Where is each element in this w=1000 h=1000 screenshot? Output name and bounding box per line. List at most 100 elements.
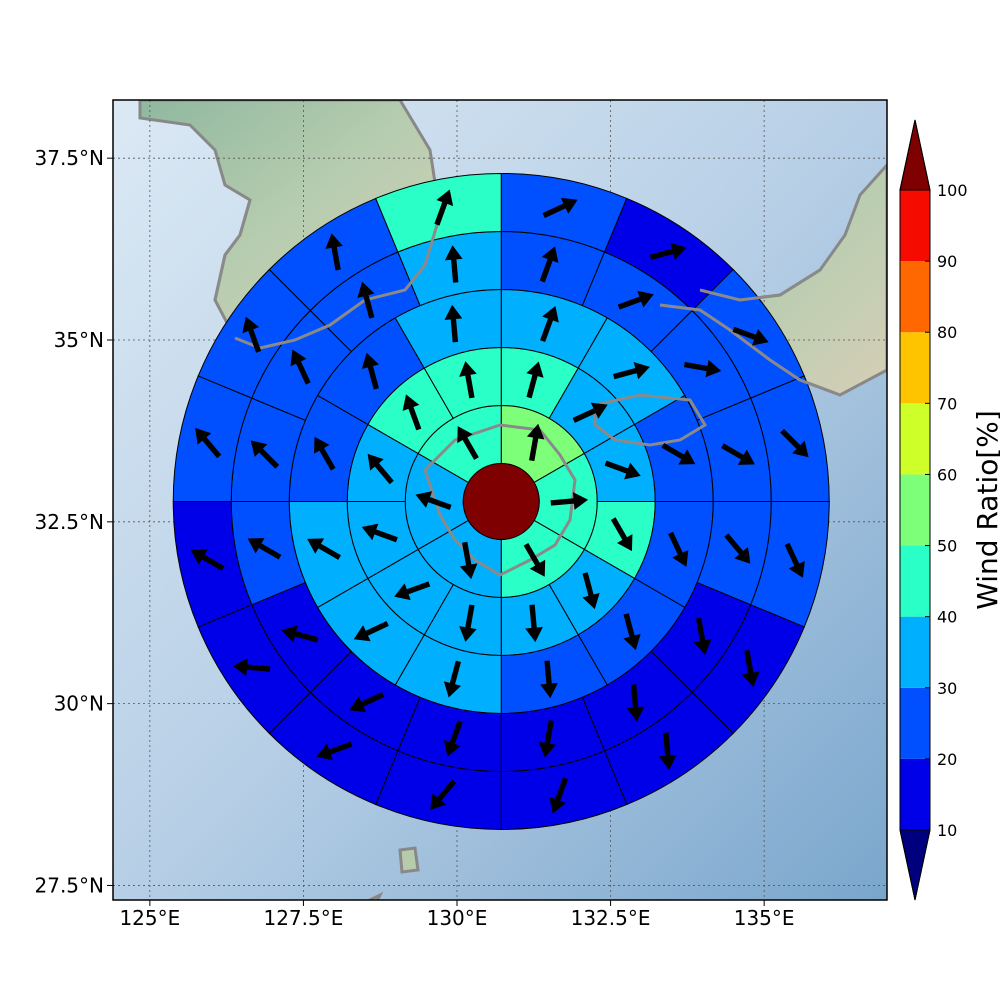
wind-arrow-r4-s0 [539,246,559,283]
x-tick-label: 130°E [427,906,488,930]
wind-arrow-r2-s1 [572,402,608,423]
wind-arrow-r1-s1 [550,492,589,510]
colorbar-tick-label: 50 [937,537,957,556]
wind-arrow-r2-s9 [367,453,394,485]
wind-arrow-r2-s3 [610,517,633,552]
wind-arrow-r4-s6 [626,684,645,722]
wind-arrow-r4-s9 [349,691,385,713]
wind-arrow-r3-s9 [314,436,336,471]
wind-arrow-r5-s5 [742,649,760,688]
colorbar-tick-label: 80 [937,323,957,342]
wind-arrow-r4-s7 [538,720,557,758]
wind-arrow-r5-s4 [784,542,805,578]
y-tick-label: 37.5°N [35,146,105,170]
wind-arrow-r2-s0 [526,361,544,399]
wind-arrow-r5-s9 [316,741,353,761]
wind-rose [172,172,841,830]
y-tick-label: 27.5°N [35,873,105,897]
wind-arrow-r3-s0 [540,305,559,343]
wind-arrow-r3-s3 [668,531,689,567]
wind-arrow-r3-s1 [613,362,650,380]
wind-arrow-r2-s5 [525,604,543,643]
wind-arrow-r5-s2 [732,326,769,346]
y-tick-label: 32.5°N [35,510,105,534]
colorbar-tick-label: 40 [937,608,957,627]
wind-arrow-r3-s4 [623,613,641,651]
wind-arrow-r2-s11 [459,361,477,399]
wind-arrow-r4-s15 [444,245,463,283]
coastline-overlay [213,199,841,577]
wind-arrow-r4-s13 [290,349,311,385]
x-axis: 125°E 127.5°E 130°E 132.5°E 135°E [119,900,795,930]
wind-arrow-r3-s8 [307,538,341,560]
colorbar-bin [900,190,930,262]
colorbar-tick-label: 70 [937,394,957,413]
wind-arrow-r3-s5 [540,660,558,699]
wind-arrow-r4-s12 [250,440,280,469]
colorbar-tick-label: 20 [937,750,957,769]
colorbar-tick-label: 30 [937,679,957,698]
wind-arrow-r4-s5 [693,617,712,655]
wind-arrow-r5-s11 [190,549,225,571]
wind-arrow-r2-s4 [582,572,600,610]
y-tick-label: 35°N [54,328,104,352]
wind-arrow-r2-s10 [402,394,422,431]
wind-arrow-r3-s11 [444,304,463,343]
wind-arrow-r1-s3 [459,541,478,580]
colorbar-bin [900,545,930,617]
wind-arrow-r5-s3 [780,428,809,458]
wind-arrow-r1-s0 [526,423,545,462]
wind-arrow-r5-s7 [549,777,569,814]
wind-arrow-r2-s2 [604,460,641,480]
wind-arrow-r5-s12 [195,427,222,459]
wind-arrow-r1-s4 [415,491,452,510]
map-frame [112,99,888,901]
colorbar-bin [900,474,930,546]
colorbar-extend-min [899,829,931,901]
wind-arrow-r4-s14 [357,281,375,319]
colorbar-bin [900,758,930,830]
wind-arrow-r3-s7 [353,621,389,642]
colorbar-tick-label: 10 [937,821,957,840]
wind-arrow-r4-s10 [281,625,319,643]
colorbar-bin [900,687,930,759]
wind-arrow-r4-s1 [617,290,654,310]
colorbar-bin [900,403,930,475]
wind-arrow-r5-s15 [434,189,454,226]
wind-arrow-r1-s2 [523,542,546,577]
colorbar-bin [900,261,930,333]
wind-arrow-r5-s13 [242,316,262,353]
wind-arrow-r5-s8 [430,779,457,810]
colorbar-tick-label: 60 [937,465,957,484]
wind-arrow-r2-s8 [361,523,398,543]
wind-arrow-r2-s7 [394,581,431,601]
center-cell [462,462,540,540]
colorbar-tick-label: 100 [937,181,968,200]
colorbar-label: Wind Ratio[%] [971,410,1000,610]
wind-arrow-r4-s4 [724,533,751,564]
wind-arrow-r3-s2 [661,443,696,465]
x-tick-label: 132.5°E [571,906,651,930]
colorbar-tick-label: 90 [937,252,957,271]
wind-arrow-r5-s6 [658,732,677,770]
y-axis: 27.5°N 30°N 32.5°N 35°N 37.5°N [35,146,113,897]
wind-arrow-r5-s10 [232,658,271,676]
y-tick-label: 30°N [54,692,104,716]
wind-arrow-r5-s1 [649,242,687,261]
wind-arrow-r4-s2 [683,359,722,378]
x-tick-label: 135°E [734,906,795,930]
wind-arrow-r1-s5 [457,426,479,460]
wind-arrow-r3-s10 [361,352,379,390]
colorbar-extend-max [899,119,931,191]
colorbar: 10 20 30 40 50 60 70 80 90 100 [899,119,968,901]
wind-arrow-r5-s14 [325,233,343,271]
wind-arrow-r3-s6 [443,660,462,698]
wind-arrow-r2-s6 [459,604,477,642]
wind-arrow-r4-s8 [443,720,463,757]
x-tick-label: 127.5°E [263,906,343,930]
wind-arrow-r4-s3 [721,443,755,465]
wind-arrow-r4-s11 [247,538,282,560]
colorbar-bin [900,616,930,688]
x-tick-label: 125°E [119,906,180,930]
